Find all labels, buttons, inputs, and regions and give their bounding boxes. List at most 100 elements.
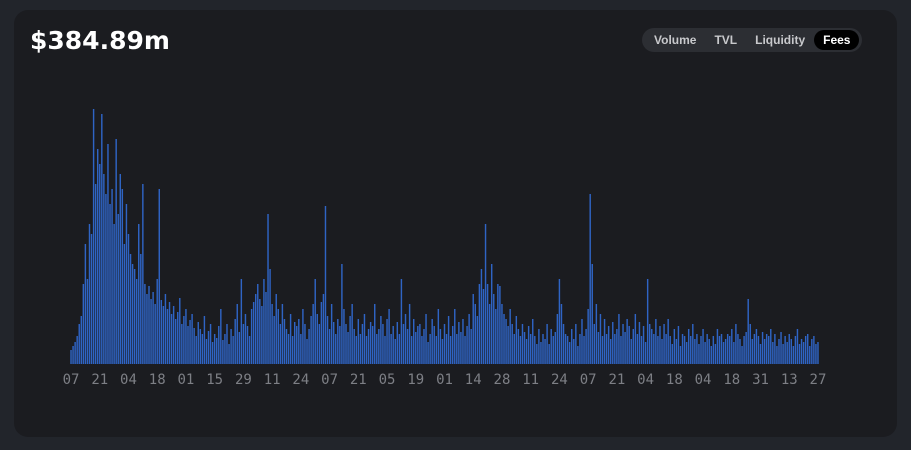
bar: [220, 309, 222, 364]
bar: [339, 326, 341, 364]
bar: [189, 320, 191, 364]
bar: [330, 304, 333, 364]
x-tick-label: 05: [379, 372, 396, 388]
bar: [115, 139, 117, 364]
bar: [607, 326, 610, 364]
bar: [96, 149, 99, 364]
bar: [677, 326, 680, 364]
bar: [423, 329, 425, 364]
bar: [267, 214, 269, 364]
bar: [390, 334, 392, 364]
bar: [121, 189, 124, 364]
bar: [275, 294, 277, 364]
bar: [179, 298, 181, 364]
bar: [497, 284, 499, 364]
x-tick-label: 21: [350, 372, 367, 388]
bar: [679, 346, 682, 364]
bar: [70, 350, 72, 364]
bar: [550, 329, 552, 364]
bar: [369, 322, 372, 364]
bar: [374, 304, 376, 364]
bar: [408, 304, 411, 364]
bar: [324, 206, 327, 364]
bar: [250, 309, 253, 364]
bar: [716, 329, 719, 364]
bar: [388, 309, 390, 364]
bar: [704, 342, 706, 364]
bar: [505, 319, 507, 364]
bar: [661, 339, 663, 364]
bar: [177, 312, 179, 364]
bar: [745, 332, 747, 364]
bar: [618, 314, 620, 364]
bar: [534, 336, 536, 364]
bar: [546, 324, 548, 364]
bar: [429, 334, 431, 364]
bar: [511, 324, 513, 364]
bar: [687, 329, 690, 364]
bar: [156, 279, 158, 364]
bar: [579, 334, 581, 364]
bar: [616, 329, 618, 364]
bar: [289, 314, 292, 364]
bar: [318, 324, 321, 364]
tab[interactable]: Liquidity: [755, 33, 806, 47]
bar: [556, 314, 559, 364]
bar: [710, 346, 712, 364]
bar: [755, 329, 758, 364]
bar: [322, 294, 325, 364]
bar: [772, 342, 774, 364]
bar: [593, 324, 596, 364]
tab[interactable]: Fees: [814, 30, 860, 50]
bar: [207, 331, 210, 364]
bar: [125, 204, 128, 364]
bar: [406, 329, 409, 364]
bar: [614, 334, 616, 364]
bar: [671, 344, 673, 364]
bar: [376, 334, 378, 364]
bar: [277, 309, 280, 364]
bar: [359, 334, 362, 364]
bar: [737, 334, 739, 364]
bar: [380, 316, 382, 364]
bar: [88, 224, 91, 364]
bar: [780, 332, 782, 364]
bar: [523, 332, 526, 364]
bar: [164, 294, 167, 364]
bar: [197, 322, 199, 364]
bar: [367, 329, 370, 364]
bar: [417, 326, 419, 364]
bar: [554, 332, 557, 364]
bar: [589, 194, 591, 364]
bar: [655, 319, 657, 364]
bar: [501, 304, 503, 364]
bar: [753, 334, 756, 364]
bar: [792, 346, 795, 364]
bar: [449, 336, 452, 364]
bar: [612, 322, 614, 364]
bar: [757, 336, 760, 364]
bar: [464, 336, 466, 364]
bar: [174, 319, 177, 364]
bar: [185, 309, 187, 364]
bar: [634, 314, 637, 364]
bar: [724, 339, 727, 364]
bar: [462, 319, 464, 364]
bar: [495, 309, 497, 364]
bar: [786, 342, 788, 364]
bar: [433, 326, 435, 364]
bar: [587, 309, 589, 364]
bar: [371, 326, 374, 364]
bar: [800, 339, 803, 364]
bar: [447, 316, 450, 364]
bar: [509, 309, 511, 364]
bar: [774, 334, 776, 364]
tab[interactable]: Volume: [654, 33, 697, 47]
bar: [259, 299, 261, 364]
x-tick-label: 18: [149, 372, 166, 388]
bar: [314, 279, 316, 364]
bar: [651, 329, 653, 364]
bar: [759, 344, 762, 364]
bar: [731, 329, 733, 364]
tab[interactable]: TVL: [714, 33, 738, 47]
